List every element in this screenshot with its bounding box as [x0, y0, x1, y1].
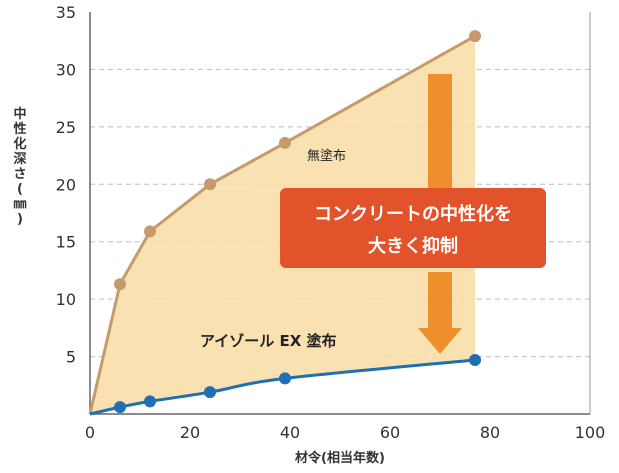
point-coated: [144, 395, 156, 408]
point-coated: [114, 401, 126, 414]
line-uncoated: [88, 34, 476, 415]
callout-box: コンクリートの中性化を 大きく抑制: [280, 188, 546, 268]
y-title-char: さ: [13, 167, 26, 182]
callout-background: [280, 188, 546, 268]
x-tick-label: 80: [480, 423, 500, 442]
plot-frame: [89, 12, 591, 415]
y-title-char: ㎜: [13, 197, 26, 212]
point-coated: [204, 386, 216, 399]
y-tick-label: 10: [56, 290, 76, 309]
x-tick-label: 100: [575, 423, 606, 442]
y-title-char: ): [17, 212, 23, 227]
x-tick-label: 60: [380, 423, 400, 442]
y-tick-label: 5: [66, 348, 76, 367]
point-coated: [279, 372, 291, 385]
point-coated: [469, 354, 481, 367]
arrow-shaft-top: [428, 74, 452, 188]
series-label-coated: アイゾール EX 塗布: [200, 332, 337, 350]
point-uncoated: [144, 225, 156, 238]
y-tick-label: 25: [56, 118, 76, 137]
y-tick-label: 15: [56, 233, 76, 252]
y-tick-label: 35: [56, 3, 76, 22]
arrow-shaft-bottom: [428, 272, 452, 328]
y-title-char: 中: [13, 106, 26, 122]
point-uncoated: [204, 178, 216, 191]
y-title-char: 性: [13, 121, 26, 137]
series-label-uncoated: 無塗布: [307, 148, 346, 164]
x-tick-label: 0: [85, 423, 95, 442]
x-tick-label: 20: [180, 423, 200, 442]
arrow-head: [418, 328, 462, 354]
point-uncoated: [469, 30, 481, 43]
y-ticks: 5 10 15 20 25 30 35: [56, 3, 76, 367]
callout-line2: 大きく抑制: [368, 235, 458, 257]
callout-line1: コンクリートの中性化を: [314, 203, 512, 225]
point-uncoated: [279, 136, 291, 149]
y-tick-label: 30: [56, 60, 76, 79]
y-title-char: 深: [13, 151, 26, 167]
x-tick-label: 40: [280, 423, 300, 442]
x-axis-title: 材令(相当年数): [295, 450, 385, 466]
series: [88, 30, 481, 416]
y-title-char: (: [17, 182, 23, 197]
point-uncoated: [114, 278, 126, 291]
y-tick-label: 20: [56, 175, 76, 194]
reduction-arrow: [418, 74, 462, 354]
y-title-char: 化: [13, 136, 26, 152]
x-ticks: 0 20 40 60 80 100: [85, 423, 605, 442]
